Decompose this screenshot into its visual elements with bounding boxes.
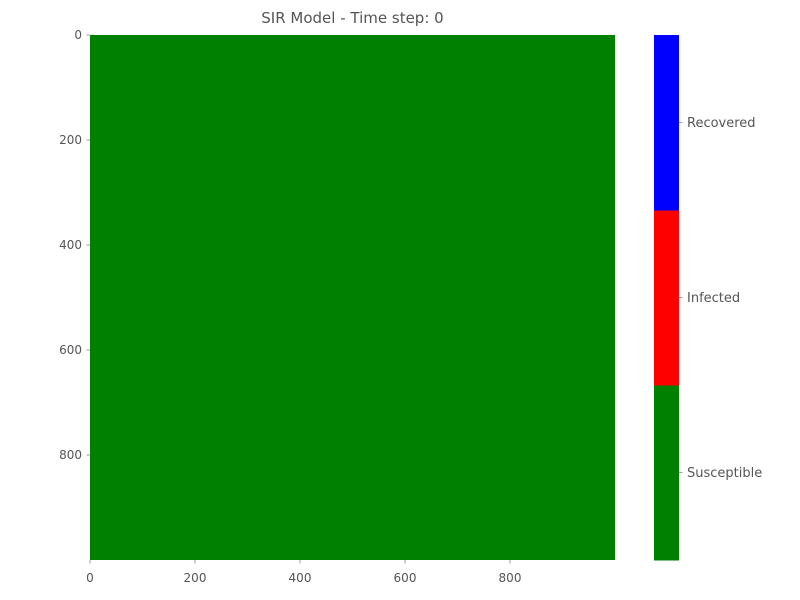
- colorbar-label-infected: Infected: [687, 291, 740, 306]
- y-tick-label: 800: [59, 448, 82, 462]
- x-tick-label: 800: [499, 571, 522, 585]
- chart-title: SIR Model - Time step: 0: [261, 9, 444, 27]
- colorbar-label-susceptible: Susceptible: [687, 466, 762, 481]
- heatmap-grid: [90, 35, 615, 560]
- x-tick-label: 600: [394, 571, 417, 585]
- y-tick-label: 200: [59, 133, 82, 147]
- colorbar-label-recovered: Recovered: [687, 116, 756, 131]
- colorbar-segment-infected: [654, 210, 679, 386]
- y-tick-label: 400: [59, 238, 82, 252]
- colorbar-legend: Susceptible Infected Recovered: [654, 35, 762, 561]
- colorbar-segment-susceptible: [654, 385, 679, 561]
- colorbar-segment-recovered: [654, 35, 679, 211]
- y-tick-label: 600: [59, 343, 82, 357]
- x-tick-label: 0: [86, 571, 94, 585]
- x-tick-label: 200: [184, 571, 207, 585]
- x-axis: 0 200 400 600 800: [86, 560, 521, 585]
- y-axis: 0 200 400 600 800: [59, 28, 90, 462]
- y-tick-label: 0: [74, 28, 82, 42]
- x-tick-label: 400: [289, 571, 312, 585]
